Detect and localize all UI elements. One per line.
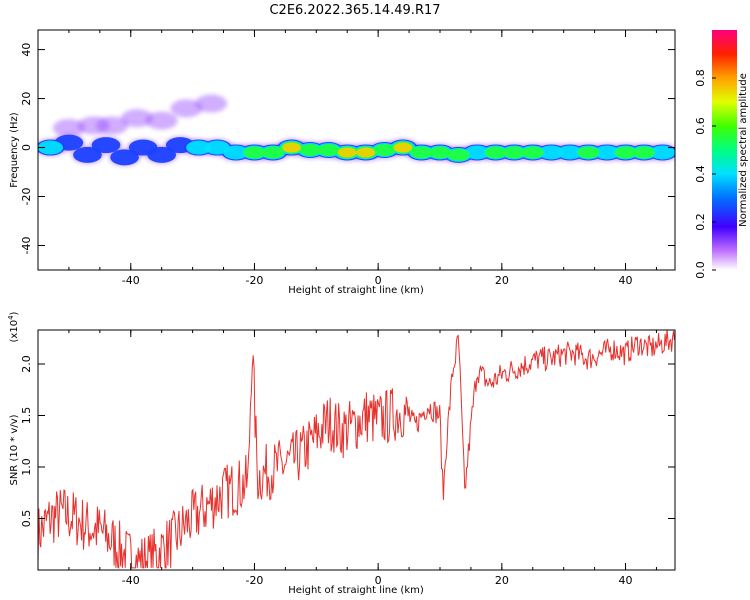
heatmap-cell: [110, 149, 139, 166]
x-tick-label: 20: [495, 274, 509, 287]
spectrogram-xlabel: Height of straight line (km): [288, 285, 424, 296]
heatmap-cell: [73, 146, 102, 163]
x-tick-label: 0: [375, 574, 382, 587]
x-tick-label: 20: [495, 574, 509, 587]
snr-multiplier: (x104): [7, 311, 20, 342]
heatmap-cell: [282, 142, 301, 153]
x-tick-label: -40: [122, 574, 140, 587]
heatmap-cell: [356, 147, 376, 158]
heatmap-cell: [147, 146, 177, 163]
heatmap-cell: [447, 148, 470, 161]
spectrogram-panel: -40 -20 0 20 40 -40 -20 0 20 40 Height of straigh…: [9, 29, 676, 296]
heatmap-cell: [649, 145, 675, 160]
spectrogram-frame: [37, 29, 676, 271]
snr-frame: [37, 329, 676, 571]
heatmap-cell: [577, 146, 600, 159]
y-tick-label: 0: [20, 144, 33, 151]
heatmap-cell: [521, 146, 544, 159]
heatmap-cell: [186, 140, 212, 155]
heatmap-cell: [52, 118, 85, 137]
heatmap-cell: [91, 137, 121, 154]
colorbar-gradient: [712, 30, 737, 270]
y-tick-label: 2.0: [20, 355, 33, 373]
colorbar-tick-label: 0.0: [694, 261, 707, 279]
heatmap-cell: [299, 144, 322, 156]
colorbar-ticks: 0.0 0.2 0.4 0.6 0.8: [694, 69, 716, 279]
colorbar-tick-label: 0.4: [694, 165, 707, 183]
heatmap-cell: [428, 146, 451, 159]
y-tick-label: 40: [20, 43, 33, 57]
heatmap-cell: [503, 146, 526, 159]
heatmap-cell: [614, 146, 637, 159]
colorbar-tick-label: 0.8: [694, 69, 707, 87]
colorbar: 0.0 0.2 0.4 0.6 0.8 Normalized spectral ampl…: [694, 30, 749, 279]
heatmap-cell: [145, 111, 178, 130]
heatmap-cell: [170, 99, 203, 118]
colorbar-label: Normalized spectral amplitude: [738, 73, 749, 227]
heatmap-layer: [38, 94, 675, 167]
x-tick-label: -20: [245, 274, 263, 287]
heatmap-cell: [223, 145, 249, 160]
snr-axes: -40 -20 0 20 40 0.5 1.0 1.5 2.0: [20, 330, 675, 587]
heatmap-cell: [243, 146, 266, 159]
heatmap-cell: [464, 145, 490, 160]
heatmap-cell: [633, 146, 656, 159]
heatmap-cell: [38, 140, 64, 155]
heatmap-cell: [410, 146, 433, 159]
y-tick-label: -40: [20, 237, 33, 255]
x-tick-label: -40: [122, 274, 140, 287]
x-tick-label: 40: [619, 574, 633, 587]
heatmap-cell: [373, 144, 396, 156]
heatmap-cell: [484, 146, 507, 159]
heatmap-cell: [317, 144, 340, 156]
heatmap-cell: [557, 145, 583, 160]
heatmap-cell: [538, 145, 564, 160]
snr-xlabel: Height of straight line (km): [288, 585, 424, 596]
spectrogram-ylabel: Frequency (Hz): [9, 112, 20, 188]
x-tick-label: 40: [619, 274, 633, 287]
snr-ylabel: SNR (10 * v/v): [9, 414, 20, 485]
heatmap-cell: [393, 142, 413, 153]
colorbar-tick-label: 0.2: [694, 213, 707, 231]
colorbar-tick-label: 0.6: [694, 117, 707, 135]
snr-panel: -40 -20 0 20 40 0.5 1.0 1.5 2.0 Height of straig…: [7, 311, 676, 596]
y-tick-label: 1.0: [20, 458, 33, 476]
y-tick-label: 1.5: [20, 407, 33, 425]
snr-series-line: [38, 330, 675, 569]
heatmap-cell: [594, 145, 620, 160]
chart-title: C2E6.2022.365.14.49.R17: [269, 3, 440, 18]
heatmap-cell: [96, 116, 129, 135]
heatmap-cell: [195, 94, 228, 113]
y-tick-label: 0.5: [20, 510, 33, 528]
y-tick-label: 20: [20, 92, 33, 106]
x-tick-label: -20: [245, 574, 263, 587]
heatmap-cell: [120, 109, 153, 128]
y-tick-label: -20: [20, 188, 33, 206]
heatmap-cell: [262, 146, 285, 159]
heatmap-cell: [337, 147, 357, 158]
spectrogram-axes: -40 -20 0 20 40 -40 -20 0 20 40: [20, 30, 675, 287]
x-tick-label: 0: [375, 274, 382, 287]
